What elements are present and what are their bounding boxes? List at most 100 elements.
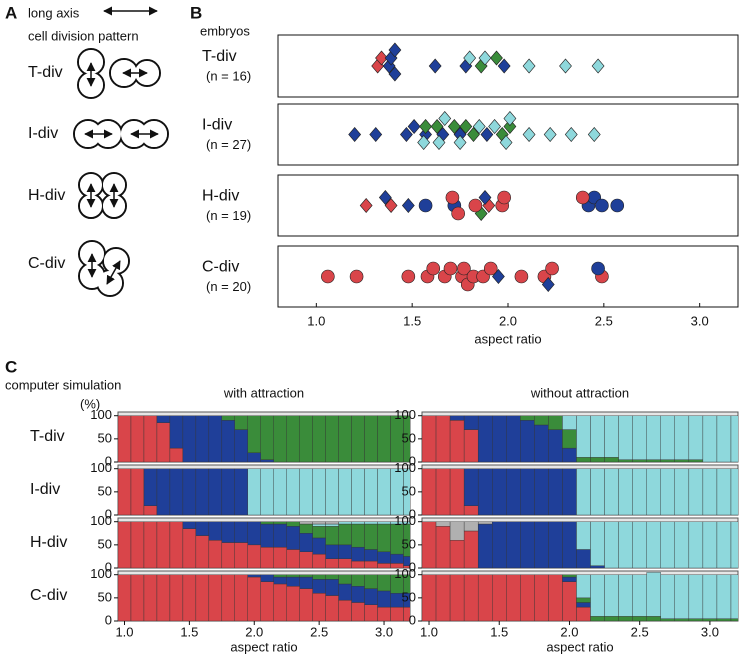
bar-segment: [351, 523, 365, 548]
bar-segment: [534, 574, 549, 622]
bar-segment: [688, 618, 704, 622]
bar-segment: [286, 526, 300, 550]
row-label: H-div: [30, 534, 67, 551]
bar-segment: [646, 572, 661, 617]
x-tick-label: 2.5: [595, 313, 613, 328]
bar-segment: [422, 468, 437, 516]
bars: [422, 415, 738, 463]
bar-segment: [576, 606, 591, 622]
data-point: [467, 127, 480, 142]
data-point: [438, 111, 452, 126]
bar-segment: [576, 597, 591, 603]
data-point: [595, 198, 609, 213]
cell-diagrams: [73, 48, 169, 297]
bar-segment: [403, 574, 410, 594]
bar-segment: [234, 574, 248, 622]
y-tick-label: 50: [98, 589, 112, 604]
bar-segment: [234, 468, 248, 516]
bar-segment: [208, 468, 223, 516]
bar-segment: [312, 593, 326, 622]
y-tick-label: 0: [105, 612, 112, 627]
bar-segment: [674, 521, 690, 569]
bar-segment: [477, 521, 493, 525]
bar-segment: [286, 415, 300, 463]
bar-segment: [169, 521, 184, 569]
data-point: [459, 119, 473, 134]
bar-segment: [506, 574, 521, 622]
bar-segment: [377, 551, 391, 564]
column-title: with attraction: [223, 385, 304, 400]
bar-segment: [548, 521, 563, 569]
bar-segment: [377, 574, 391, 592]
row-label: I-div: [202, 117, 232, 134]
bar-segment: [338, 523, 352, 546]
bar-segment: [534, 415, 549, 426]
data-point: [575, 190, 590, 205]
bar-segment: [576, 574, 591, 599]
data-point: [419, 119, 432, 134]
bar-segment: [195, 521, 210, 536]
bar-segment: [260, 459, 274, 463]
bar-segment: [338, 521, 352, 525]
data-point: [522, 127, 536, 142]
bar-segment: [247, 574, 261, 578]
bar-segment: [118, 415, 132, 463]
axis-note: long axis: [28, 5, 80, 20]
bar-segment: [449, 420, 465, 463]
bar-segment: [208, 540, 223, 569]
bar-segment: [660, 459, 675, 463]
bar-segment: [590, 457, 605, 463]
row-label: T-div: [30, 428, 65, 445]
y-tick-label: 0: [409, 506, 416, 521]
y-axis-unit: (%): [80, 396, 100, 411]
x-tick-label: 2.5: [631, 624, 649, 639]
data-point: [359, 198, 373, 213]
bar-segment: [449, 468, 465, 516]
x-tick-label: 1.5: [490, 624, 508, 639]
bar-segment: [143, 521, 158, 569]
x-axis-label: aspect ratio: [546, 639, 613, 654]
pattern-label: C-div: [28, 255, 65, 272]
bar-segment: [548, 415, 563, 430]
bar-segment: [273, 468, 287, 516]
y-tick-label: 0: [105, 559, 112, 574]
bars: [118, 415, 410, 463]
bar-segment: [422, 415, 437, 463]
bar-segment: [688, 574, 704, 619]
bar-segment: [730, 521, 738, 569]
data-point: [430, 119, 444, 134]
bar-segment: [364, 560, 378, 569]
bar-segment: [660, 521, 675, 569]
bar-segment: [325, 574, 339, 580]
bar-segment: [576, 468, 591, 516]
bar-segment: [590, 521, 605, 566]
bar-segment: [435, 415, 451, 463]
bar-segment: [312, 574, 326, 580]
bar-segment: [463, 505, 479, 516]
bar-segment: [449, 415, 465, 421]
bar-segment: [604, 415, 619, 458]
data-point: [559, 58, 572, 74]
bar-segment: [286, 521, 300, 527]
bar-segment: [377, 523, 391, 552]
bar-segment: [169, 574, 184, 622]
bars: [422, 572, 738, 622]
bar-segment: [156, 574, 171, 622]
data-point: [401, 269, 416, 284]
data-point: [388, 66, 402, 82]
bar-segment: [632, 616, 647, 622]
bar-segment: [299, 521, 313, 525]
bar-segment: [688, 459, 704, 463]
bar-segment: [312, 415, 326, 463]
bar-segment: [604, 521, 619, 569]
y-tick-label: 0: [105, 506, 112, 521]
bar-segment: [716, 574, 732, 619]
bar-segment: [422, 574, 437, 622]
bar-segment: [286, 549, 300, 569]
data-point: [428, 58, 442, 74]
bar-segment: [364, 521, 378, 525]
panel-subtitle: embryos: [200, 23, 250, 38]
data-point: [445, 190, 460, 205]
bar-segment: [562, 447, 577, 463]
bar-segment: [208, 521, 223, 541]
